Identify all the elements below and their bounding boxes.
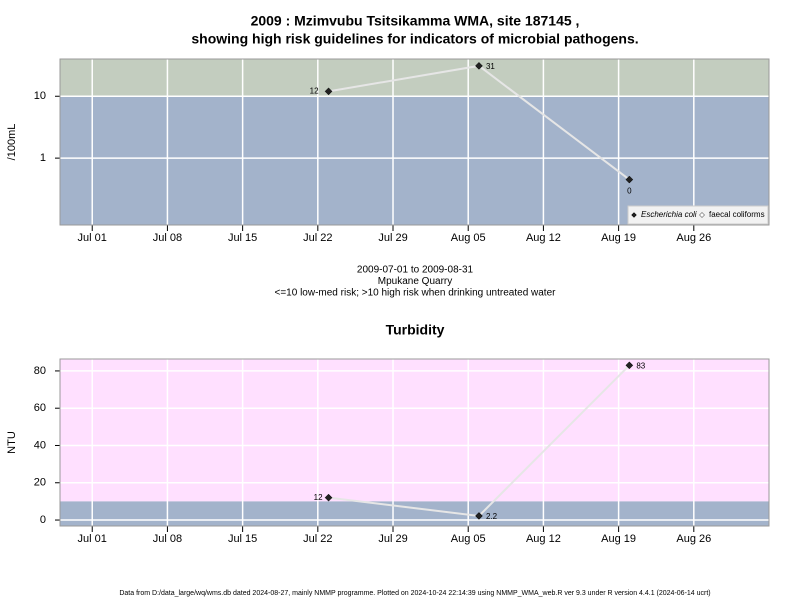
point — [475, 512, 483, 520]
x-tick-label: Jul 22 — [303, 533, 332, 545]
x-tick-label: Jul 29 — [378, 232, 407, 244]
data-label: 83 — [636, 361, 645, 370]
x-tick-label: Jul 29 — [378, 533, 407, 545]
point — [625, 361, 634, 370]
y-tick-label: 1 — [40, 152, 46, 164]
point — [625, 175, 634, 184]
x-tick-label: Jul 01 — [78, 232, 107, 244]
y-tick-label: 40 — [34, 439, 46, 451]
chart-title: 2009 : Mzimvubu Tsitsikamma WMA, site 18… — [251, 13, 580, 29]
footer: Data from D:/data_large/wq/wms.db dated … — [119, 590, 710, 597]
data-label: 12 — [314, 493, 323, 502]
point — [475, 61, 483, 70]
x-tick-label: Jul 15 — [228, 232, 257, 244]
plot-frame — [59, 358, 770, 527]
x-tick-label: Aug 12 — [526, 232, 561, 244]
y-tick-label: 60 — [34, 402, 46, 414]
x-tick-label: Aug 26 — [676, 533, 711, 545]
legend-label: faecal coliforms — [709, 210, 765, 219]
x-tick-label: Aug 05 — [451, 533, 486, 545]
legend-label: Escherichia coli — [641, 210, 697, 219]
note: 2009-07-01 to 2009-08-31 — [357, 265, 474, 276]
legend-symbol — [699, 212, 705, 218]
data-label: 31 — [486, 62, 495, 71]
x-tick-label: Aug 12 — [526, 533, 561, 545]
point — [324, 87, 333, 96]
data-label: 2.2 — [486, 512, 498, 521]
low-risk-band — [60, 501, 769, 526]
note: <=10 low-med risk; >10 high risk when dr… — [275, 288, 557, 299]
note: Mpukane Quarry — [378, 276, 452, 287]
y-tick-label: 0 — [40, 514, 46, 526]
legend-symbol — [631, 212, 637, 218]
x-tick-label: Aug 26 — [676, 232, 711, 244]
y-tick-label: 80 — [34, 365, 46, 377]
x-tick-label: Aug 05 — [451, 232, 486, 244]
x-tick-label: Jul 15 — [228, 533, 257, 545]
x-tick-label: Aug 19 — [601, 232, 636, 244]
y-tick-label: 10 — [34, 90, 46, 102]
y-axis-label: NTU — [6, 431, 18, 454]
x-tick-label: Jul 22 — [303, 232, 332, 244]
data-label: 0 — [627, 187, 632, 196]
x-tick-label: Aug 19 — [601, 533, 636, 545]
x-tick-label: Jul 08 — [153, 232, 182, 244]
x-tick-label: Jul 01 — [78, 533, 107, 545]
chart-title: showing high risk guidelines for indicat… — [191, 31, 638, 47]
low-risk-band — [60, 96, 769, 225]
plot-frame — [59, 58, 770, 226]
legend-box — [627, 205, 769, 225]
y-axis-label: /100mL — [6, 124, 18, 161]
high-risk-band — [60, 359, 769, 502]
point — [324, 493, 333, 502]
data-label: 12 — [310, 86, 319, 95]
chart-title: Turbidity — [386, 322, 445, 338]
y-tick-label: 20 — [34, 477, 46, 489]
x-tick-label: Jul 08 — [153, 533, 182, 545]
